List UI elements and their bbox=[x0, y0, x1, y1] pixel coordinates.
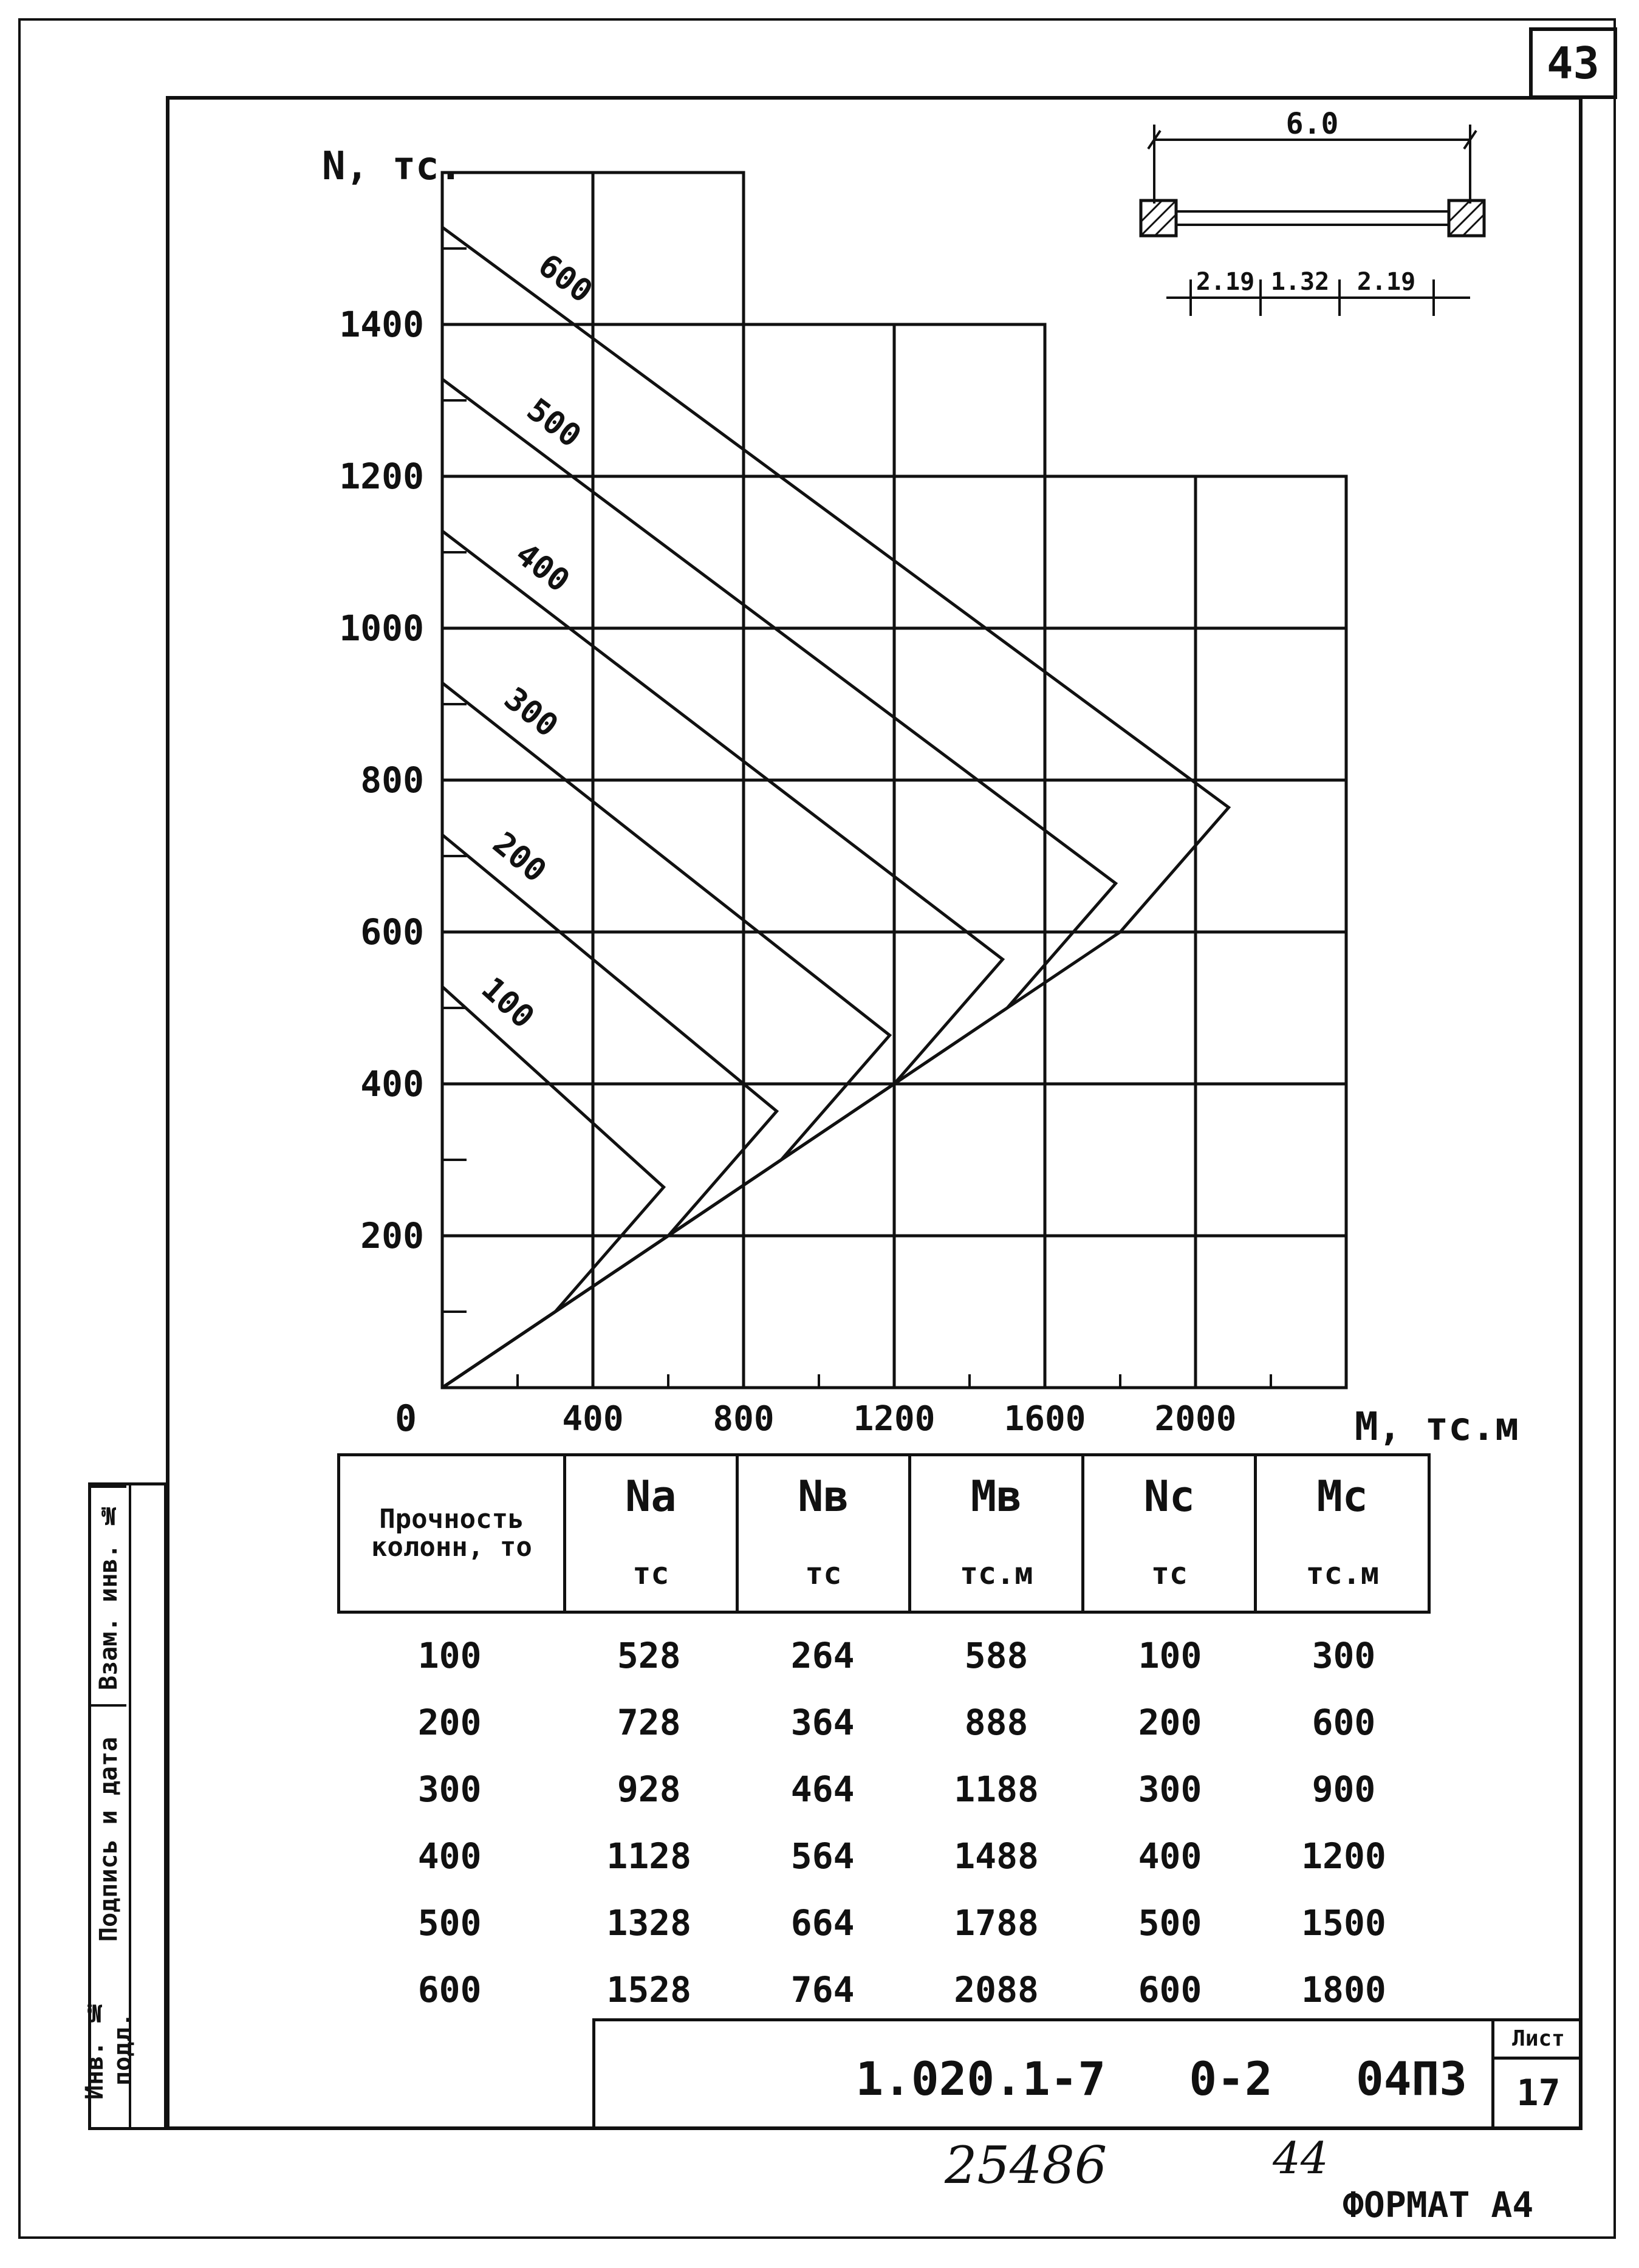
x-tick-label: 800 bbox=[713, 1399, 774, 1439]
chart-labels: 400 800 1200 1600 2000 200 400 600 800 1000 1200 14… bbox=[339, 247, 1236, 1439]
handwritten-number-2: 44 bbox=[1273, 2133, 1329, 2184]
unit-nv: тс bbox=[735, 1537, 911, 1614]
document-code: 1.020.1-7 0-2 04ПЗ bbox=[855, 2052, 1467, 2106]
header-na: Na bbox=[563, 1453, 739, 1537]
table-cell: 728 bbox=[617, 1702, 681, 1743]
table-cell: 400 bbox=[1138, 1835, 1202, 1877]
table-row: 200 728 364 888 200 600 bbox=[337, 1689, 1431, 1756]
table-cell: 1500 bbox=[1301, 1902, 1386, 1944]
stamp-inv-podl: Инв. № подл. bbox=[81, 1998, 137, 2100]
table-cell: 600 bbox=[417, 1969, 482, 2010]
y-tick-label: 1400 bbox=[339, 304, 424, 345]
header-strength: Прочность колонн, то bbox=[337, 1453, 566, 1614]
x-tick-label: 1200 bbox=[854, 1399, 936, 1439]
unit-mc: тс.м bbox=[1254, 1537, 1431, 1614]
origin-label: 0 bbox=[395, 1397, 417, 1440]
chart-grid bbox=[440, 171, 1348, 1389]
sketch-total-label: 6.0 bbox=[1286, 107, 1339, 141]
table-cell: 1788 bbox=[954, 1902, 1039, 1944]
drawing-frame bbox=[166, 96, 1583, 2130]
unit-mv: тс.м bbox=[908, 1537, 1085, 1614]
side-stamp: Инв. № подл. Подпись и дата Взам. инв. № bbox=[81, 1482, 167, 2130]
table-cell: 2088 bbox=[954, 1969, 1039, 2010]
spec-table-body: 100 528 264 588 100 300 200 728 364 888 200 600 300 9… bbox=[337, 1622, 1431, 2023]
sketch-part-2: 1.32 bbox=[1271, 268, 1329, 296]
table-cell: 564 bbox=[790, 1835, 855, 1877]
table-cell: 300 bbox=[417, 1769, 482, 1810]
sheet-label: Лист bbox=[1494, 2021, 1583, 2060]
table-cell: 364 bbox=[790, 1702, 855, 1743]
table-cell: 928 bbox=[617, 1769, 681, 1810]
title-block: 1.020.1-7 0-2 04ПЗ Лист 17 bbox=[592, 2018, 1583, 2130]
table-row: 600 1528 764 2088 600 1800 bbox=[337, 1956, 1431, 2023]
table-cell: 264 bbox=[790, 1635, 855, 1676]
table-row: 300 928 464 1188 300 900 bbox=[337, 1756, 1431, 1823]
y-tick-label: 200 bbox=[360, 1215, 424, 1256]
table-cell: 1188 bbox=[954, 1769, 1039, 1810]
y-axis-label: N, тс. bbox=[322, 144, 462, 189]
sketch-part-3: 2.19 bbox=[1357, 268, 1415, 296]
table-cell: 464 bbox=[790, 1769, 855, 1810]
table-cell: 888 bbox=[964, 1702, 1028, 1743]
table-cell: 200 bbox=[417, 1702, 482, 1743]
chart-series bbox=[441, 225, 1231, 1389]
sketch-part-1: 2.19 bbox=[1196, 268, 1254, 296]
table-row: 400 1128 564 1488 400 1200 bbox=[337, 1823, 1431, 1889]
interaction-chart: 400 800 1200 1600 2000 200 400 600 800 1000 1200 14… bbox=[322, 144, 1519, 1446]
section-sketch: 6.0 2.19 1.32 2.19 bbox=[1139, 107, 1486, 316]
series-line-600 bbox=[441, 225, 1231, 1389]
table-cell: 300 bbox=[1312, 1635, 1376, 1676]
table-cell: 1800 bbox=[1301, 1969, 1386, 2010]
table-cell: 400 bbox=[417, 1835, 482, 1877]
x-tick-label: 400 bbox=[562, 1399, 623, 1439]
table-cell: 600 bbox=[1312, 1702, 1376, 1743]
table-cell: 500 bbox=[1138, 1902, 1202, 1944]
table-cell: 900 bbox=[1312, 1769, 1376, 1810]
header-mc: Mс bbox=[1254, 1453, 1431, 1537]
x-tick-label: 1600 bbox=[1004, 1399, 1086, 1439]
table-cell: 1528 bbox=[606, 1969, 692, 2010]
x-axis-label: M, тс.м bbox=[1355, 1405, 1519, 1446]
sheet-frame bbox=[18, 18, 1616, 2239]
series-line-400 bbox=[441, 530, 1005, 1389]
table-cell: 1128 bbox=[606, 1835, 692, 1877]
table-cell: 588 bbox=[964, 1635, 1028, 1676]
y-tick-label: 400 bbox=[360, 1063, 424, 1105]
handwritten-number-1: 25486 bbox=[945, 2136, 1107, 2195]
table-cell: 664 bbox=[790, 1902, 855, 1944]
y-tick-label: 1000 bbox=[339, 608, 424, 649]
table-cell: 100 bbox=[1138, 1635, 1202, 1676]
header-nv: Nв bbox=[735, 1453, 911, 1537]
stamp-vzam: Взам. инв. № bbox=[91, 1485, 126, 1704]
header-mv: Mв bbox=[908, 1453, 1085, 1537]
page-number: 43 bbox=[1547, 38, 1600, 89]
header-nc: Nс bbox=[1081, 1453, 1257, 1537]
table-cell: 200 bbox=[1138, 1702, 1202, 1743]
table-row: 100 528 264 588 100 300 bbox=[337, 1622, 1431, 1689]
table-row: 500 1328 664 1788 500 1500 bbox=[337, 1889, 1431, 1956]
y-tick-label: 600 bbox=[360, 911, 424, 953]
y-tick-label: 800 bbox=[360, 759, 424, 801]
series-line-200 bbox=[441, 834, 779, 1389]
y-tick-label: 1200 bbox=[339, 456, 424, 497]
table-cell: 1200 bbox=[1301, 1835, 1386, 1877]
table-cell: 300 bbox=[1138, 1769, 1202, 1810]
series-line-300 bbox=[441, 682, 892, 1389]
unit-nc: тс bbox=[1081, 1537, 1257, 1614]
table-cell: 600 bbox=[1138, 1969, 1202, 2010]
table-cell: 1328 bbox=[606, 1902, 692, 1944]
series-line-100 bbox=[441, 985, 666, 1389]
table-cell: 528 bbox=[617, 1635, 681, 1676]
format-label: ФОРМАТ А4 bbox=[1343, 2184, 1534, 2225]
table-cell: 100 bbox=[417, 1635, 482, 1676]
table-cell: 764 bbox=[790, 1969, 855, 2010]
table-cell: 1488 bbox=[954, 1835, 1039, 1877]
unit-na: тс bbox=[563, 1537, 739, 1614]
page-number-box: 43 bbox=[1529, 27, 1617, 99]
spec-table-header: Прочность колонн, то Na Nв Mв Nс Mс тс т… bbox=[337, 1453, 1431, 1614]
stamp-podpis: Подпись и дата bbox=[91, 1704, 126, 1972]
x-tick-label: 2000 bbox=[1155, 1399, 1237, 1439]
sheet-number: 17 bbox=[1516, 2072, 1561, 2114]
table-cell: 500 bbox=[417, 1902, 482, 1944]
